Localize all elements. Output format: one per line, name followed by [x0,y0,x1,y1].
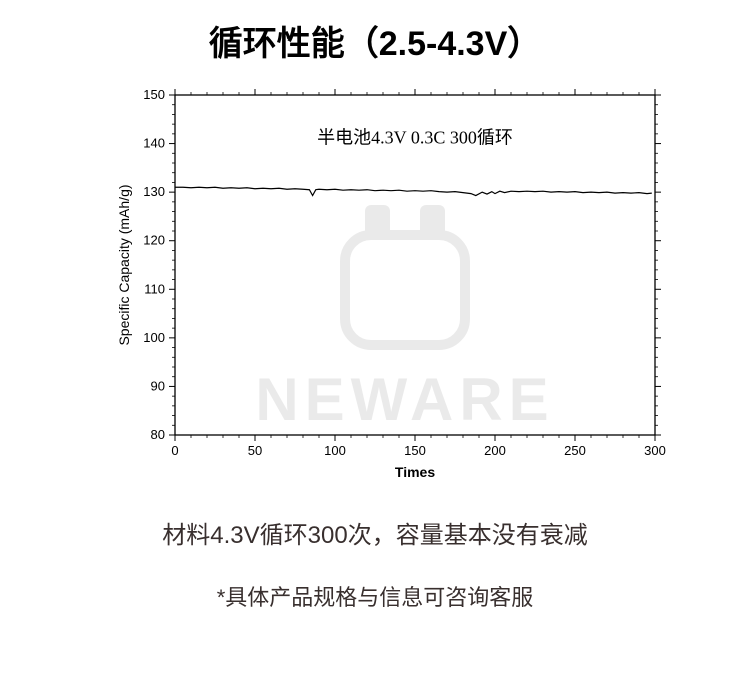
page-title: 循环性能（2.5-4.3V） [0,16,750,65]
svg-text:150: 150 [404,443,426,458]
svg-text:100: 100 [143,330,165,345]
svg-text:150: 150 [143,87,165,102]
svg-text:Times: Times [395,464,435,480]
svg-text:120: 120 [143,233,165,248]
svg-text:90: 90 [151,378,165,393]
svg-text:130: 130 [143,184,165,199]
svg-text:80: 80 [151,427,165,442]
svg-text:140: 140 [143,136,165,151]
cycle-performance-chart: 80 90 100 110 120 130 140 150 0 50 100 150 200 250 300… [75,75,675,495]
svg-text:200: 200 [484,443,506,458]
chart-caption: 材料4.3V循环300次，容量基本没有衰减 [0,515,750,550]
svg-text:300: 300 [644,443,666,458]
svg-text:50: 50 [248,443,262,458]
chart-container: NEWARE 809010011012013014015005010015020… [75,75,675,495]
svg-text:250: 250 [564,443,586,458]
svg-text:半电池4.3V 0.3C 300循环: 半电池4.3V 0.3C 300循环 [317,128,513,148]
svg-text:110: 110 [144,281,165,296]
svg-text:0: 0 [171,443,178,458]
svg-text:100: 100 [324,443,346,458]
chart-footnote: *具体产品规格与信息可咨询客服 [0,580,750,612]
svg-text:Specific Capacity (mAh/g): Specific Capacity (mAh/g) [116,184,132,345]
